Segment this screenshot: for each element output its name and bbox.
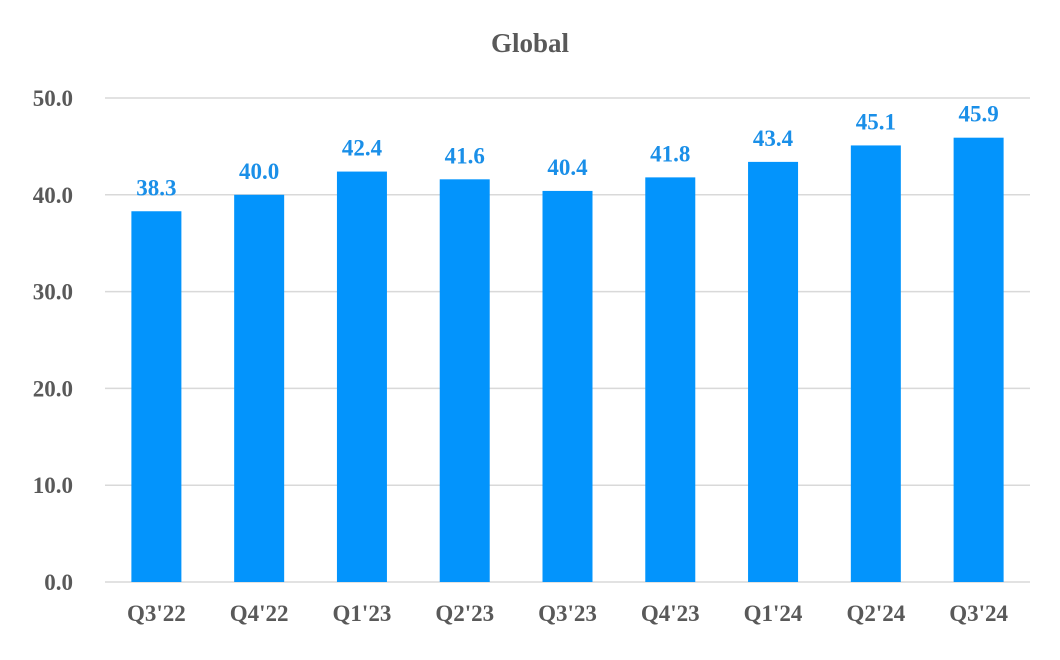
x-tick-label: Q1'24 [744,601,803,626]
x-tick-label: Q3'24 [949,601,1008,626]
bar [850,145,901,582]
x-tick-label: Q3'22 [127,601,186,626]
x-tick-label: Q2'24 [846,601,905,626]
data-label: 41.6 [445,143,485,168]
data-label: 40.0 [239,159,279,184]
x-tick-label: Q3'23 [538,601,597,626]
bar [336,171,387,582]
x-tick-label: Q4'23 [641,601,700,626]
y-tick-label: 0.0 [44,570,73,595]
data-label: 41.8 [650,141,690,166]
chart-title: Global [491,28,570,58]
data-label: 43.4 [753,126,794,151]
data-label: 45.9 [958,102,998,127]
data-label: 40.4 [547,155,588,180]
data-label: 38.3 [136,175,176,200]
data-labels: 38.3 40.0 42.4 41.6 40.4 41.8 43.4 45.1 45.9 [136,102,998,201]
data-label: 42.4 [342,136,383,161]
bar [542,190,593,583]
x-axis-tick-labels: Q3'22 Q4'22 Q1'23 Q2'23 Q3'23 Q4'23 Q1'24 Q2'24… [127,601,1009,626]
y-axis-tick-labels: 0.0 10.0 20.0 30.0 40.0 50.0 [33,86,73,595]
x-tick-label: Q2'23 [435,601,494,626]
x-tick-label: Q4'22 [230,601,289,626]
y-tick-label: 30.0 [33,280,73,305]
bar [953,137,1004,583]
bar [439,179,490,582]
bar [748,161,799,582]
y-tick-label: 10.0 [33,473,73,498]
y-tick-label: 20.0 [33,376,73,401]
x-tick-label: Q1'23 [333,601,392,626]
data-label: 45.1 [856,109,896,134]
y-tick-label: 50.0 [33,86,73,111]
bar [234,194,285,583]
bars [131,137,1004,583]
bar [131,211,182,583]
y-tick-label: 40.0 [33,183,73,208]
bar [645,177,696,582]
